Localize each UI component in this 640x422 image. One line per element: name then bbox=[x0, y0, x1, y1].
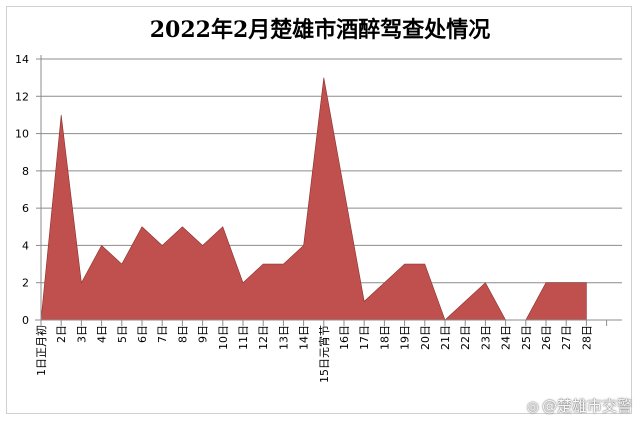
x-tick-label: 4日 bbox=[96, 325, 109, 343]
x-tick-label: 13日 bbox=[277, 325, 290, 350]
x-tick-label: 20日 bbox=[419, 325, 432, 350]
x-tick-label: 24日 bbox=[500, 325, 513, 350]
watermark-text: @楚雄市交警 bbox=[541, 397, 632, 415]
y-tick-label: 12 bbox=[15, 90, 29, 103]
x-tick-label: 10日 bbox=[217, 325, 230, 350]
x-tick-label: 21日 bbox=[439, 325, 452, 350]
watermark: ◎ @楚雄市交警 bbox=[527, 395, 632, 416]
x-tick-label: 14日 bbox=[298, 325, 311, 350]
y-tick-label: 14 bbox=[15, 53, 29, 66]
area-series bbox=[40, 77, 587, 321]
x-tick-label: 27日 bbox=[560, 325, 573, 350]
y-tick-label: 0 bbox=[22, 314, 29, 327]
x-tick-label: 9日 bbox=[197, 325, 210, 343]
x-tick-label: 7日 bbox=[156, 325, 169, 343]
weibo-icon: ◎ bbox=[526, 399, 539, 415]
x-tick-label: 6日 bbox=[136, 325, 149, 343]
chart-title: 2022年2月楚雄市酒醉驾查处情况 bbox=[149, 17, 491, 43]
x-tick-label: 22日 bbox=[459, 325, 472, 350]
x-tick-label: 5日 bbox=[116, 325, 129, 343]
x-tick-label: 25日 bbox=[520, 325, 533, 350]
x-tick-label: 1日正月初 bbox=[34, 325, 48, 376]
x-tick-label: 12日 bbox=[257, 325, 270, 350]
x-tick-label: 17日 bbox=[358, 325, 371, 350]
y-tick-label: 10 bbox=[15, 128, 29, 141]
x-tick-label: 3日 bbox=[75, 325, 88, 343]
x-tick-label: 26日 bbox=[540, 325, 553, 350]
x-tick-label: 16日 bbox=[338, 325, 351, 350]
y-tick-label: 8 bbox=[22, 165, 29, 178]
x-tick-label: 28日 bbox=[580, 325, 593, 350]
y-tick-label: 2 bbox=[22, 277, 29, 290]
x-tick-label: 19日 bbox=[399, 325, 412, 350]
x-tick-label: 18日 bbox=[378, 325, 391, 350]
y-tick-label: 4 bbox=[22, 239, 29, 252]
x-tick-label: 15日元宵节 bbox=[317, 325, 331, 383]
x-tick-label: 23日 bbox=[479, 325, 492, 350]
x-tick-label: 2日 bbox=[55, 325, 68, 343]
y-tick-label: 6 bbox=[22, 202, 29, 215]
x-tick-label: 11日 bbox=[237, 325, 250, 350]
x-tick-label: 8日 bbox=[176, 325, 189, 343]
